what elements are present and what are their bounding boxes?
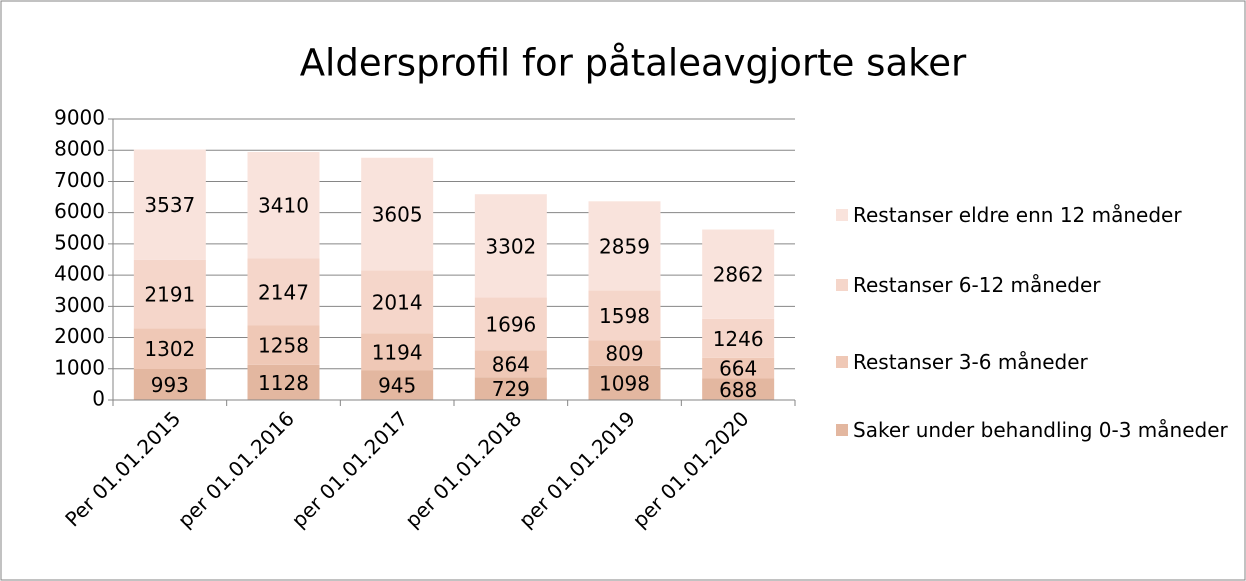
chart-title: Aldersprofil for påtaleavgjorte saker (300, 42, 967, 85)
legend-swatch (836, 424, 848, 436)
data-label: 3410 (258, 194, 309, 218)
bar-segment (702, 357, 775, 379)
bar-segment (474, 377, 547, 400)
legend-label: Restanser 6-12 måneder (853, 273, 1101, 297)
y-tick-label: 8000 (54, 137, 105, 161)
legend-swatch (836, 209, 848, 221)
y-tick-label: 4000 (54, 262, 105, 286)
y-tick-label: 0 (92, 387, 105, 411)
bar-segment (702, 318, 775, 358)
data-label: 993 (151, 373, 189, 397)
bar-segment (588, 365, 661, 400)
bar-segment (588, 340, 661, 366)
data-label: 945 (378, 374, 416, 398)
data-label: 2862 (713, 263, 764, 287)
data-label: 1598 (599, 304, 650, 328)
bar-segment (474, 194, 547, 298)
data-label: 729 (492, 377, 530, 401)
legend-label: Restanser 3-6 måneder (853, 350, 1088, 374)
bar-segment (247, 152, 320, 259)
bar-segment (702, 229, 775, 319)
data-label: 1128 (258, 371, 309, 395)
data-label: 1302 (144, 337, 195, 361)
bar-segment (133, 259, 206, 329)
y-tick-label: 2000 (54, 324, 105, 348)
bar-segment (133, 149, 206, 260)
data-label: 1258 (258, 334, 309, 358)
bar-segment (133, 368, 206, 400)
data-label: 1696 (485, 312, 536, 336)
bar-segment (474, 350, 547, 378)
y-tick-label: 7000 (54, 168, 105, 192)
y-tick-label: 9000 (54, 106, 105, 130)
bar-segment (361, 370, 434, 400)
data-label: 2859 (599, 234, 650, 258)
data-label: 1194 (372, 340, 423, 364)
data-label: 688 (719, 378, 757, 402)
bar-segment (247, 258, 320, 326)
data-label: 2147 (258, 280, 309, 304)
legend-label: Restanser eldre enn 12 måneder (853, 203, 1182, 227)
legend-label: Saker under behandling 0-3 måneder (853, 418, 1228, 442)
data-label: 1246 (713, 327, 764, 351)
y-tick-label: 3000 (54, 293, 105, 317)
bar-segment (361, 270, 434, 334)
bar-segment (247, 325, 320, 365)
data-label: 809 (605, 342, 643, 366)
bar-segment (247, 364, 320, 400)
data-label: 2191 (144, 283, 195, 307)
data-label: 3302 (485, 234, 536, 258)
data-label: 3537 (144, 193, 195, 217)
bar-segment (588, 201, 661, 291)
bar-segment (361, 157, 434, 271)
bar-segment (702, 378, 775, 400)
data-label: 664 (719, 357, 757, 381)
bar-segment (361, 333, 434, 371)
y-tick-label: 1000 (54, 355, 105, 379)
data-label: 3605 (372, 203, 423, 227)
y-tick-label: 6000 (54, 199, 105, 223)
data-label: 1098 (599, 371, 650, 395)
legend-swatch (836, 356, 848, 368)
legend-swatch (836, 279, 848, 291)
bar-segment (588, 290, 661, 341)
y-tick-label: 5000 (54, 230, 105, 254)
bar-segment (474, 297, 547, 351)
data-label: 2014 (372, 290, 423, 314)
data-label: 864 (492, 352, 530, 376)
bar-segment (133, 328, 206, 369)
